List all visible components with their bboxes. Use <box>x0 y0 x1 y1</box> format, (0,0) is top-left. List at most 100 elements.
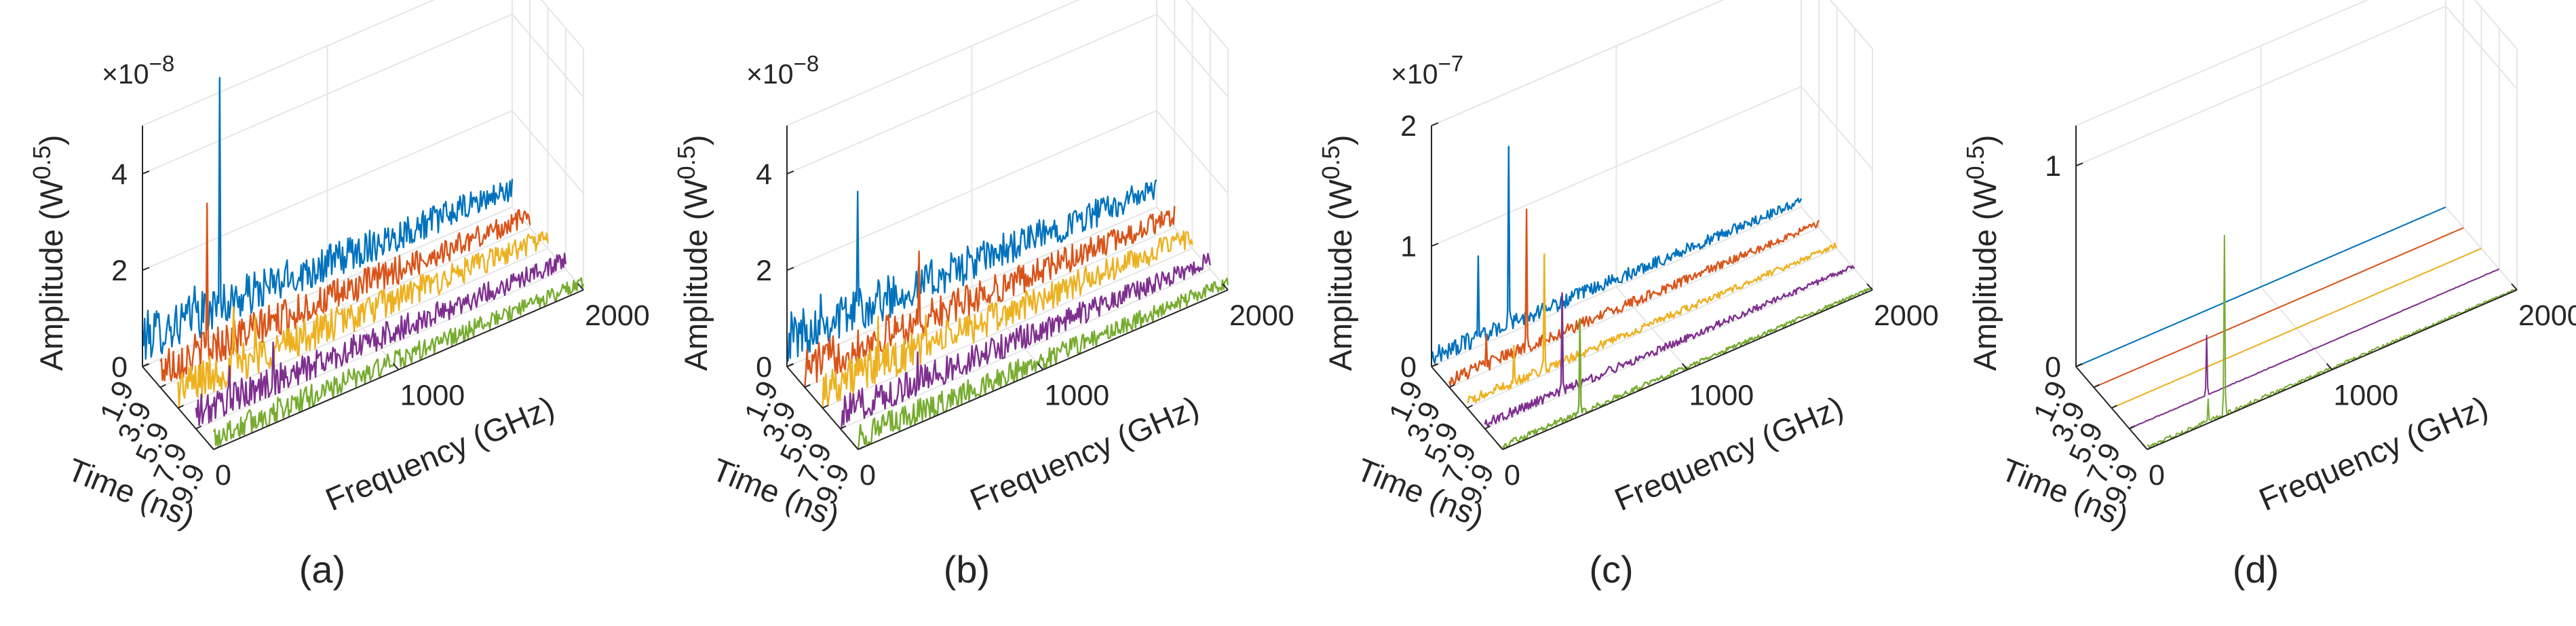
series-trace-7-9-ns <box>195 253 566 426</box>
floor-time-gridline <box>822 248 1193 409</box>
freq-tick-label: 2000 <box>1874 299 1939 332</box>
back-wall-z-gridline <box>786 110 1157 271</box>
series-trace-5-9-ns <box>822 230 1193 409</box>
freq-tick-label: 2000 <box>585 299 650 332</box>
freq-tick-mark <box>1497 443 1503 450</box>
freq-tick-mark <box>1866 283 1873 291</box>
freq-tick-label: 1000 <box>1045 380 1110 412</box>
z-tick-label: 2 <box>756 255 772 287</box>
z-axis-label: Amplitude (W0.5) <box>28 135 69 371</box>
freq-tick-mark <box>2141 443 2148 450</box>
z-axis-label-close: ) <box>1967 135 2003 146</box>
freq-tick-mark <box>1681 363 1689 371</box>
z-exponent-power: −7 <box>1438 51 1464 76</box>
z-exponent-label: ×10−8 <box>746 51 819 90</box>
series-trace-9-9-ns <box>212 277 585 447</box>
z-tick-label: 0 <box>756 351 772 384</box>
series-trace-5-9-ns <box>177 231 549 409</box>
series-trace-7-9-ns <box>2129 268 2500 429</box>
z-axis-label-close: ) <box>33 135 69 146</box>
time-tick-mark <box>178 405 184 409</box>
time-tick-mark <box>1502 446 1509 450</box>
freq-tick-label: 2000 <box>1229 299 1294 332</box>
time-tick-mark <box>2111 405 2117 409</box>
back-wall-z-gridline <box>1431 86 1802 247</box>
time-tick-mark <box>1467 405 1473 409</box>
freq-tick-label: 0 <box>860 459 876 492</box>
z-exponent-label: ×10−7 <box>1391 51 1463 90</box>
time-tick-mark <box>786 363 793 367</box>
series-trace-1-9-ns <box>2075 206 2446 367</box>
freq-tick-label: 0 <box>2149 459 2165 492</box>
time-tick-mark <box>2147 446 2153 450</box>
freq-tick-label: 0 <box>215 459 231 492</box>
panel-label: (c) <box>1589 548 1633 591</box>
back-wall-z-gridline <box>2075 5 2446 167</box>
z-tick-label: 0 <box>111 351 128 384</box>
time-tick-mark <box>1484 425 1491 430</box>
z-tick-mark <box>142 170 150 174</box>
panel-label: (d) <box>2233 548 2279 591</box>
time-tick-mark <box>1448 384 1455 388</box>
z-axis-label-sup: 0.5 <box>28 145 56 179</box>
freq-tick-label: 1000 <box>2334 380 2399 412</box>
freq-tick-mark <box>2511 283 2518 291</box>
time-tick-mark <box>195 425 202 430</box>
series-trace-7-9-ns <box>840 253 1211 430</box>
series-trace-7-9-ns <box>1484 265 1855 427</box>
time-tick-mark <box>858 446 864 450</box>
series-trace-9-9-ns <box>1501 287 1873 449</box>
time-tick-mark <box>840 425 847 430</box>
z-tick-mark <box>1431 122 1439 126</box>
z-axis-label-close: ) <box>1322 135 1358 146</box>
floor-time-gridline <box>1467 248 1837 409</box>
time-tick-mark <box>1431 363 1438 367</box>
z-tick-mark <box>1431 242 1439 247</box>
time-tick-mark <box>2093 384 2100 388</box>
z-tick-mark <box>2075 162 2083 167</box>
time-tick-mark <box>159 384 166 388</box>
z-axis-label: Amplitude (W0.5) <box>672 135 714 371</box>
z-axis-label-sup: 0.5 <box>672 145 700 179</box>
time-tick-mark <box>2129 425 2136 430</box>
z-exponent-label: ×10−8 <box>102 51 174 90</box>
z-axis-label: Amplitude (W0.5) <box>1317 135 1358 371</box>
time-tick-mark <box>142 363 149 367</box>
freq-tick-label: 1000 <box>400 380 465 412</box>
z-axis-label: Amplitude (W0.5) <box>1961 135 2003 371</box>
z-tick-mark <box>786 170 794 174</box>
floor-time-gridline <box>1448 227 1820 388</box>
series-trace-3-9-ns <box>2093 227 2464 388</box>
freq-tick-mark <box>852 443 859 450</box>
series-trace-1-9-ns <box>1430 145 1803 364</box>
series-trace-9-9-ns <box>857 277 1229 450</box>
series-trace-5-9-ns <box>1466 242 1837 404</box>
series-trace-3-9-ns <box>1448 208 1820 386</box>
floor-time-gridline <box>178 248 548 409</box>
z-tick-label: 1 <box>2045 150 2061 183</box>
freq-tick-mark <box>577 283 584 291</box>
time-tick-mark <box>822 405 828 409</box>
z-exponent-power: −8 <box>149 51 175 76</box>
z-axis-label-sup: 0.5 <box>1961 145 1989 179</box>
z-axis-label-sup: 0.5 <box>1317 145 1345 179</box>
series-trace-3-9-ns <box>159 202 531 382</box>
freq-tick-label: 1000 <box>1689 380 1754 412</box>
back-wall-z-gridline <box>786 14 1157 174</box>
z-tick-mark <box>786 267 794 271</box>
freq-tick-label: 2000 <box>2518 299 2576 332</box>
freq-tick-mark <box>1037 363 1044 371</box>
z-exponent-power: −8 <box>794 51 820 76</box>
z-tick-label: 4 <box>111 158 128 191</box>
time-tick-mark <box>213 446 220 450</box>
z-axis-label-close: ) <box>678 135 714 146</box>
back-wall-z-gridline <box>142 110 513 271</box>
time-tick-mark <box>804 384 811 388</box>
series-trace-5-9-ns <box>2111 248 2482 409</box>
floor-time-gridline <box>786 206 1157 367</box>
z-tick-label: 0 <box>2045 351 2061 384</box>
